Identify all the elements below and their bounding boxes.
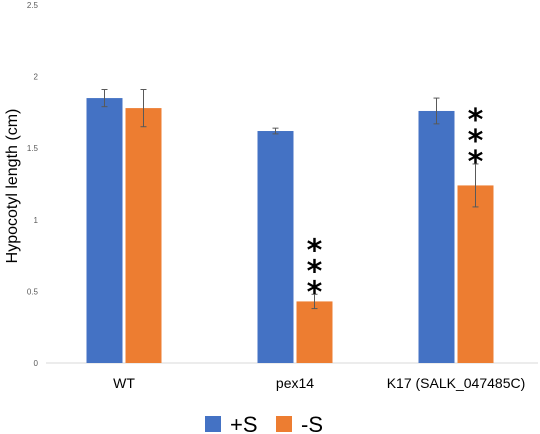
bar <box>418 110 455 363</box>
bar <box>86 98 123 363</box>
significance-star: * <box>468 103 484 138</box>
y-tick-label: 2 <box>34 73 39 82</box>
bar <box>125 108 162 363</box>
legend-swatch <box>205 416 221 432</box>
y-tick-label: 2.5 <box>27 1 39 10</box>
x-category-label: pex14 <box>276 375 314 391</box>
significance-markers: ****** <box>307 103 484 310</box>
significance-star: * <box>468 124 484 159</box>
legend: +S -S <box>205 412 323 434</box>
x-category-label: K17 (SALK_047485C) <box>387 375 526 391</box>
significance-star: * <box>307 275 323 310</box>
significance-star: * <box>468 145 484 180</box>
bar <box>296 301 333 363</box>
y-tick-label: 1.5 <box>27 144 39 153</box>
significance-star: * <box>307 254 323 289</box>
error-bars <box>101 88 479 310</box>
x-category-label: WT <box>113 375 135 391</box>
y-tick-label: 0 <box>34 359 39 368</box>
x-axis-categories: WT pex14 K17 (SALK_047485C) <box>113 375 525 391</box>
bar <box>257 131 294 363</box>
bar <box>457 185 494 363</box>
y-tick-label: 1 <box>34 216 39 225</box>
legend-swatch <box>276 416 292 432</box>
legend-label: +S <box>230 412 258 434</box>
y-axis-ticks: 0 0.5 1 1.5 2 2.5 <box>27 1 39 368</box>
y-axis-label: Hypocotyl length (cm) <box>4 109 21 264</box>
bars <box>86 98 494 363</box>
y-tick-label: 0.5 <box>27 287 39 296</box>
legend-label: -S <box>301 412 323 434</box>
significance-star: * <box>307 233 323 268</box>
